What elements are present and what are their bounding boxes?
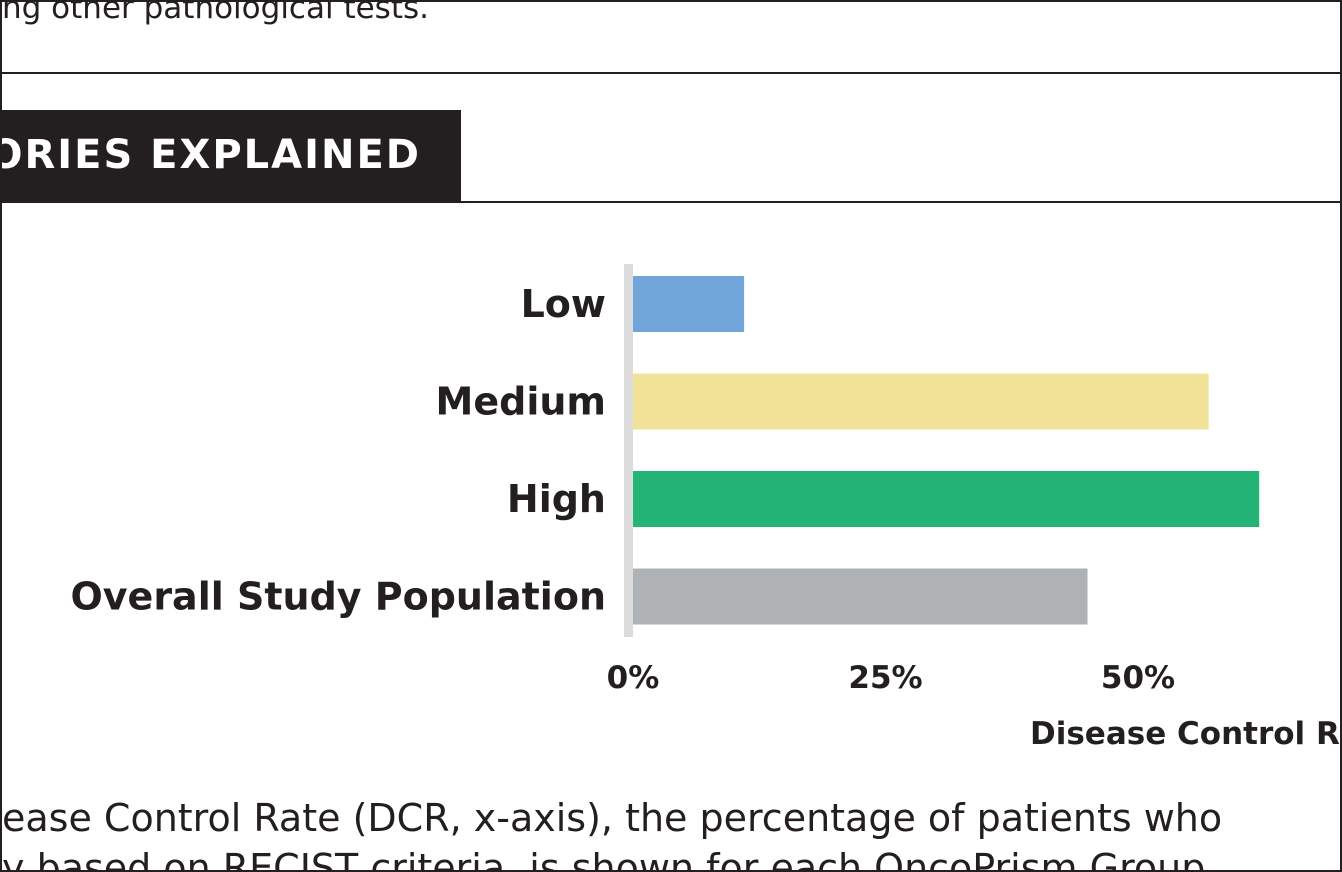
bar-overall-study-population — [633, 568, 1088, 625]
x-axis-title: Disease Control Ra — [1030, 716, 1342, 752]
body-text-line-1: ease Control Rate (DCR, x-axis), the per… — [2, 796, 1223, 840]
x-tick-label: 0% — [607, 660, 660, 696]
intro-text-fragment: ng other pathological tests. — [2, 0, 429, 26]
x-tick-label: 50% — [1101, 660, 1175, 696]
bar-high — [633, 471, 1260, 527]
category-label: Medium — [436, 380, 606, 424]
dcr-bar-chart: Low Medium High Overall Study Population 0% 2… — [70, 264, 1342, 752]
section-header-banner: ORIES EXPLAINED — [2, 110, 461, 201]
category-label: Low — [521, 282, 606, 326]
bar-low — [633, 276, 745, 332]
bar-medium — [633, 373, 1209, 430]
divider-top — [2, 72, 1340, 74]
section-title: ORIES EXPLAINED — [2, 132, 421, 178]
category-label: High — [507, 477, 606, 521]
x-tick-label: 25% — [848, 660, 922, 696]
category-label: Overall Study Population — [70, 575, 606, 619]
y-axis-line — [624, 264, 633, 637]
body-text-line-2: y based on RECIST criteria, is shown for… — [2, 846, 1206, 872]
divider-section — [2, 201, 1340, 203]
